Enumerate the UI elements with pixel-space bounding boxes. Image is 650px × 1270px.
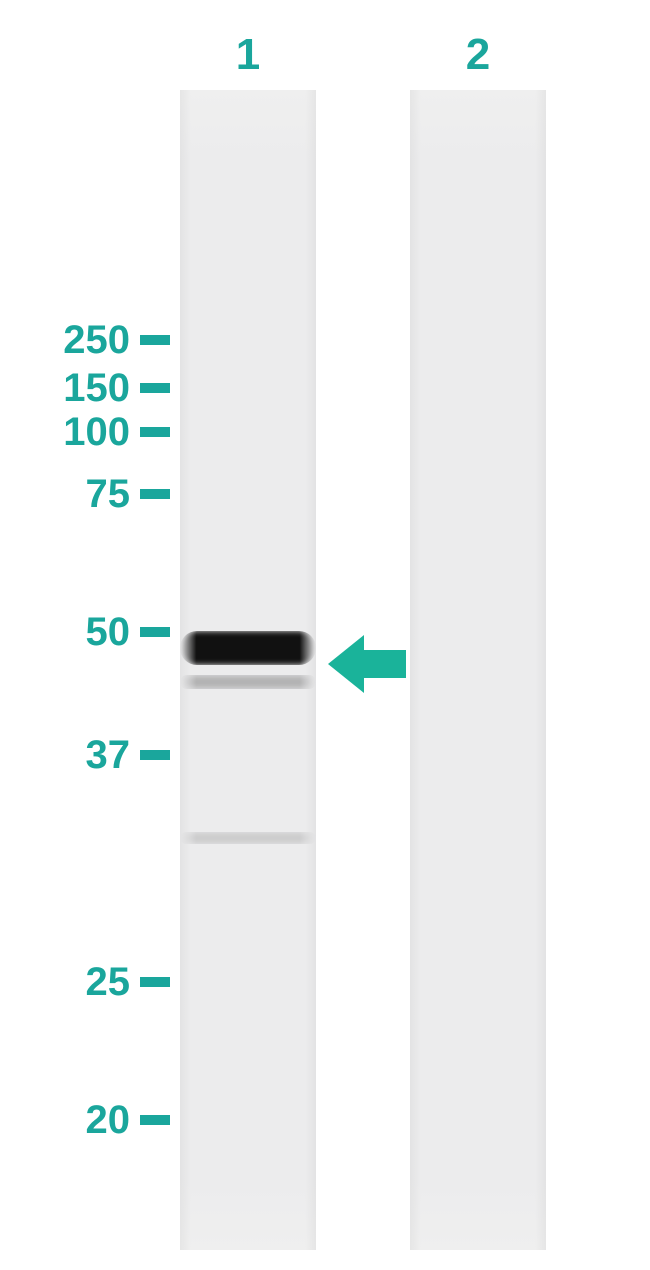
- arrow-head-icon: [328, 635, 364, 693]
- mw-tick-20: [140, 1115, 170, 1125]
- band-indicator-arrow: [328, 635, 406, 693]
- mw-marker-75: 75: [86, 474, 131, 514]
- lane-1: [180, 90, 316, 1250]
- mw-marker-37: 37: [86, 735, 131, 775]
- mw-tick-50: [140, 627, 170, 637]
- mw-marker-100: 100: [63, 412, 130, 452]
- lane-label-1: 1: [180, 30, 316, 80]
- mw-tick-75: [140, 489, 170, 499]
- lane-label-2: 2: [410, 30, 546, 80]
- mw-marker-20: 20: [86, 1100, 131, 1140]
- mw-tick-150: [140, 383, 170, 393]
- band-lane1-0: [180, 631, 316, 665]
- blot-canvas: 1 2 250 150100 75 50 37 25 20: [0, 0, 650, 1270]
- mw-tick-37: [140, 750, 170, 760]
- band-lane1-2: [180, 832, 316, 844]
- band-lane1-1: [180, 675, 316, 689]
- mw-tick-25: [140, 977, 170, 987]
- mw-marker-25: 25: [86, 962, 131, 1002]
- mw-tick-250: [140, 335, 170, 345]
- mw-marker-250: 250: [63, 320, 130, 360]
- mw-marker-50: 50: [86, 612, 131, 652]
- mw-marker-150: 150: [63, 368, 130, 408]
- arrow-shaft: [364, 650, 406, 678]
- lane-2: [410, 90, 546, 1250]
- mw-tick-100: [140, 427, 170, 437]
